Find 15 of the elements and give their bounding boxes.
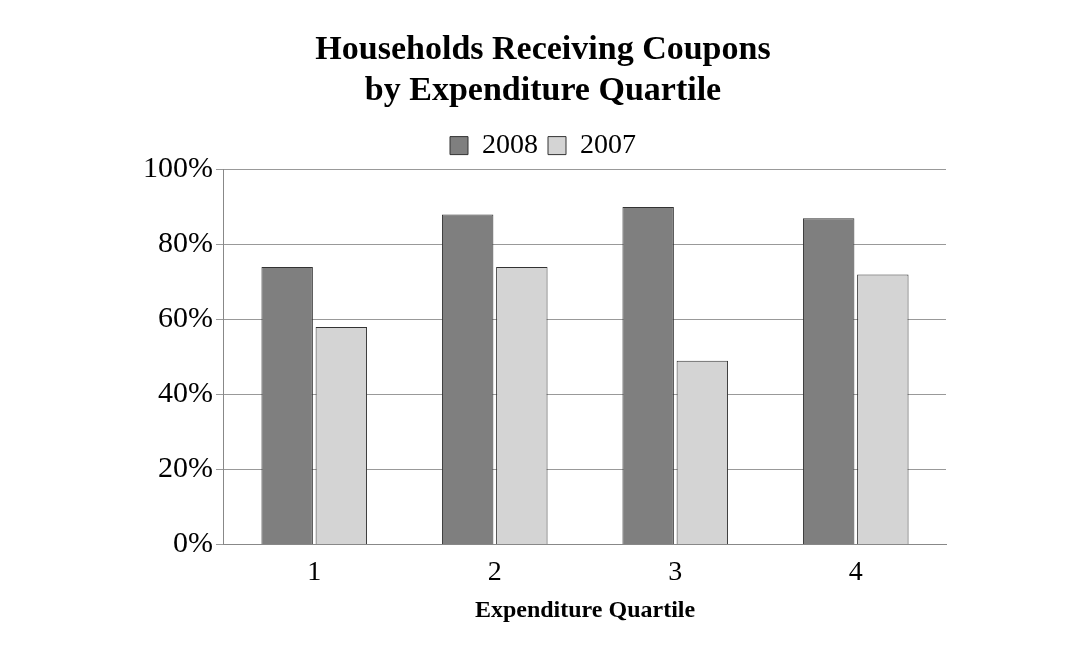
x-axis-title: Expenditure Quartile: [474, 595, 696, 622]
y-tick-label: 60%: [157, 300, 213, 334]
x-tick-label: 3: [668, 554, 683, 586]
x-tick-label: 2: [487, 554, 502, 586]
legend-label: 2008: [482, 127, 538, 159]
y-tick-label: 0%: [172, 525, 213, 559]
legend-label: 2007: [580, 127, 636, 159]
text: by Expenditure Quartile: [364, 69, 722, 107]
y-tick-label: 80%: [157, 225, 213, 259]
x-tick-label: 1: [307, 554, 322, 586]
y-tick-label: 20%: [157, 450, 213, 484]
x-tick-label: 4: [848, 554, 863, 586]
y-tick-label: 40%: [157, 375, 213, 409]
text: Households Receiving Coupons: [315, 29, 771, 67]
y-tick-label: 100%: [142, 150, 213, 184]
